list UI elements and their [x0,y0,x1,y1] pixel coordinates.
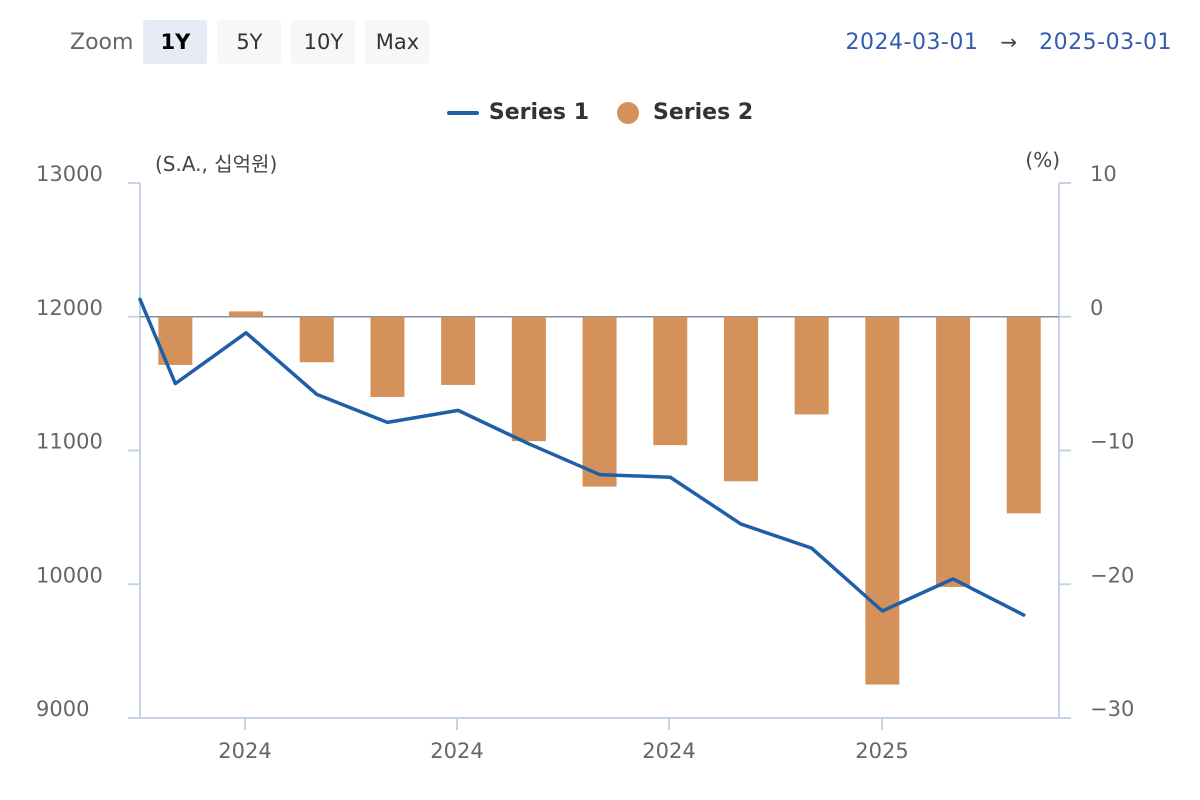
series-2-bar [794,316,829,415]
zoom-toolbar: Zoom 1Y 5Y 10Y Max [70,20,439,64]
x-axis-tick-label: 2024 [430,739,483,763]
series-2-bar [511,316,546,442]
legend-item-series-1[interactable]: Series 1 [446,100,589,125]
right-axis-tick-label: −30 [1090,697,1134,721]
legend-dot-marker [617,101,639,124]
zoom-5y-button[interactable]: 5Y [217,20,282,64]
series-2-bar [723,316,758,482]
range-from-date[interactable]: 2024-03-01 [845,29,979,55]
range-arrow: → [1000,30,1018,54]
x-axis-tick-label: 2025 [855,739,908,763]
zoom-label: Zoom [70,29,134,55]
right-axis-tick-label: 0 [1090,296,1103,320]
legend-line-marker [446,110,479,115]
series-2-bar [865,316,900,685]
series-1-line [138,297,1026,617]
right-axis-tick-label: −20 [1090,563,1134,587]
right-axis-unit: (%) [1025,148,1060,172]
series-2-bar [936,316,971,587]
series-2-bar [229,311,264,317]
series-2-bar [1006,316,1041,514]
left-axis-tick-label: 11000 [36,430,103,454]
zoom-max-button[interactable]: Max [365,20,430,64]
x-axis-tick-label: 2024 [642,739,695,763]
zoom-10y-button[interactable]: 10Y [291,20,356,64]
series-2-bar [582,316,617,487]
zoom-1y-button[interactable]: 1Y [143,20,208,64]
left-axis-tick-label: 12000 [36,296,103,320]
series-2-bar [653,316,688,446]
legend-label-series-2: Series 2 [653,100,754,125]
legend-item-series-2[interactable]: Series 2 [617,100,753,125]
date-range: 2024-03-01 → 2025-03-01 [846,20,1172,64]
series-2-bar [441,316,476,385]
series-2-bar [370,316,405,397]
x-axis-tick-label: 2024 [218,739,271,763]
series-2-bar [299,316,334,363]
left-axis-tick-label: 10000 [36,563,103,587]
right-axis-tick-label: −10 [1090,430,1134,454]
left-axis-tick-label: 9000 [36,697,89,721]
right-axis-tick-label: 10 [1090,162,1117,186]
left-axis-tick-label: 13000 [36,162,103,186]
left-axis-unit: (S.A., 십억원) [155,152,278,176]
range-to-date[interactable]: 2025-03-01 [1039,29,1172,55]
chart-legend: Series 1 Series 2 [0,100,1200,125]
legend-label-series-1: Series 1 [488,100,589,125]
